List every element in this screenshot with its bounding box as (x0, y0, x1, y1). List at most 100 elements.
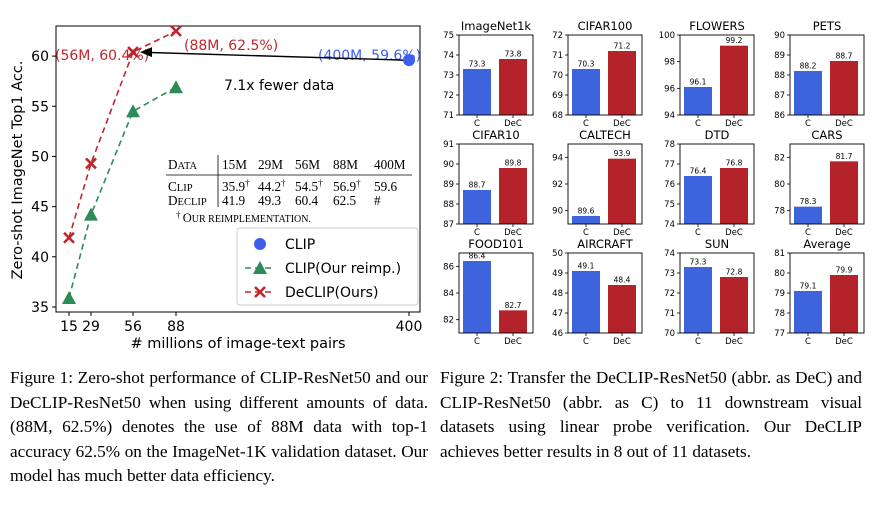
data-point (403, 54, 415, 67)
table-cell: 62.5 (333, 193, 356, 208)
y-tick-label: 94 (664, 111, 675, 121)
bar-c (463, 190, 491, 224)
x-tick-label: C (695, 119, 701, 129)
series-declip-ours (63, 25, 182, 244)
legend-label: CLIP(Our reimp.) (285, 261, 401, 277)
subplot-title: CIFAR10 (472, 128, 519, 142)
bar-c (684, 176, 712, 224)
bar-value-label: 73.3 (469, 60, 486, 69)
y-tick-label: 35 (31, 300, 49, 316)
figure1-line-chart: 35 40 45 50 55 60 15 29 56 88 400 # millions of ima… (10, 25, 422, 352)
data-point (85, 157, 97, 170)
figure2-caption: Figure 2: Transfer the DeCLIP-ResNet50 (… (440, 368, 862, 461)
y-tick-label: 40 (31, 250, 49, 266)
y-tick-label: 71 (552, 51, 563, 61)
y-tick-label: 77 (774, 329, 785, 339)
bar-value-label: 81.7 (836, 152, 853, 161)
y-tick-label: 78 (774, 309, 785, 319)
table-header-cell: 56M (295, 157, 320, 172)
bar-c (794, 291, 822, 333)
subplot-frame (567, 143, 643, 225)
legend-marker (254, 286, 266, 298)
subplot-frame (567, 252, 643, 334)
data-point (62, 290, 76, 304)
bar-c (463, 261, 491, 333)
table-cell: 35.9† (222, 178, 250, 194)
data-point (170, 25, 182, 37)
x-tick-label: C (583, 228, 589, 238)
y-tick-label: 60 (31, 49, 49, 65)
x-tick-label: DeC (725, 228, 743, 238)
subplot-frame (567, 34, 643, 116)
x-tick-label: C (695, 337, 701, 347)
annotation-arrow-text: 7.1x fewer data (224, 78, 334, 94)
x-tick-label: DeC (725, 119, 743, 129)
y-tick-label: 82 (443, 316, 454, 326)
bar-value-label: 93.9 (614, 149, 631, 158)
bar-c (572, 271, 600, 333)
bar-value-label: 79.1 (800, 282, 817, 291)
y-tick-label: 48 (552, 289, 563, 299)
subplot-frame (789, 252, 865, 334)
table-cell: 54.5† (295, 178, 323, 194)
legend-marker (253, 261, 267, 274)
subplot-flowers: FLOWERS 94 96 98 100 96.1 C 99.2 DeC (659, 19, 755, 129)
data-point (127, 46, 139, 59)
y-tick-label: 73 (664, 269, 675, 279)
bar-c (684, 87, 712, 115)
y-tick-label: 70 (552, 71, 563, 81)
legend: CLIP CLIP(Our reimp.) DeCLIP(Ours) (236, 227, 419, 306)
table-header-cell: 15M (222, 157, 247, 172)
subplot-pets: PETS 86 87 88 89 90 88.2 C 88.7 DeC (774, 19, 865, 129)
y-tick-label: 72 (664, 289, 675, 299)
legend-label: CLIP (285, 237, 315, 253)
inset-table: DATA 15M 29M 56M 88M 400M CLIP 35.9† 44.2† 54.5† 5… (166, 155, 412, 225)
subplot-frame (458, 34, 534, 116)
table-header-cell: 29M (258, 157, 283, 172)
y-tick-label: 50 (31, 149, 49, 165)
subplot-cars: CARS 78 80 82 78.3 C 81.7 DeC (774, 128, 865, 238)
subplot-dtd: DTD 74 75 76 77 78 76.4 C 76.8 DeC (664, 128, 755, 238)
x-tick-label: C (695, 228, 701, 238)
bar-dec (608, 51, 636, 115)
subplot-frame (679, 252, 755, 334)
table-cell: 59.6 (374, 179, 397, 194)
bar-value-label: 99.2 (726, 36, 743, 45)
bar-value-label: 76.8 (726, 159, 743, 168)
bar-dec (608, 158, 636, 224)
x-tick-label: C (805, 119, 811, 129)
table-header-cell: DATA (168, 157, 198, 172)
arrow-head (140, 47, 152, 58)
bar-value-label: 48.4 (614, 276, 631, 285)
bar-value-label: 76.4 (690, 167, 707, 176)
figure2-bar-chart-grid: ImageNet1k717273747573.3C73.8DeCCIFAR100… (443, 19, 865, 347)
subplot-frame (789, 143, 865, 225)
subplot-title: DTD (705, 128, 730, 142)
x-tick-label: C (474, 119, 480, 129)
x-tick-label: DeC (613, 228, 631, 238)
y-tick-label: 81 (774, 249, 785, 259)
annotation-56m: (56M, 60.4%) (55, 48, 149, 64)
plot-frame (55, 25, 421, 313)
y-tick-label: 86 (774, 111, 785, 121)
bar-dec (830, 275, 858, 333)
subplot-imagenet1k: ImageNet1k 71 72 73 74 75 73.3 C 73.8 DeC (443, 19, 534, 129)
x-tick-label: C (474, 337, 480, 347)
bar-dec (608, 285, 636, 333)
data-point (169, 80, 183, 94)
bar-value-label: 71.2 (614, 42, 631, 51)
bar-dec (720, 45, 748, 115)
x-tick-label: DeC (504, 119, 522, 129)
y-tick-label: 87 (443, 220, 454, 230)
bar-value-label: 73.3 (690, 258, 707, 267)
legend-box (236, 227, 419, 306)
bar-value-label: 73.8 (505, 50, 522, 59)
subplot-title: PETS (813, 19, 842, 33)
subplot-title: AIRCRAFT (577, 237, 634, 251)
y-tick-label: 78 (774, 207, 785, 217)
bar-dec (720, 168, 748, 224)
subplot-sun: SUN 70 71 72 73 74 73.3 C 72.8 DeC (664, 237, 755, 347)
subplot-caltech: CALTECH 90 92 94 89.6 C 93.9 DeC (552, 128, 643, 238)
y-tick-label: 91 (443, 140, 454, 150)
